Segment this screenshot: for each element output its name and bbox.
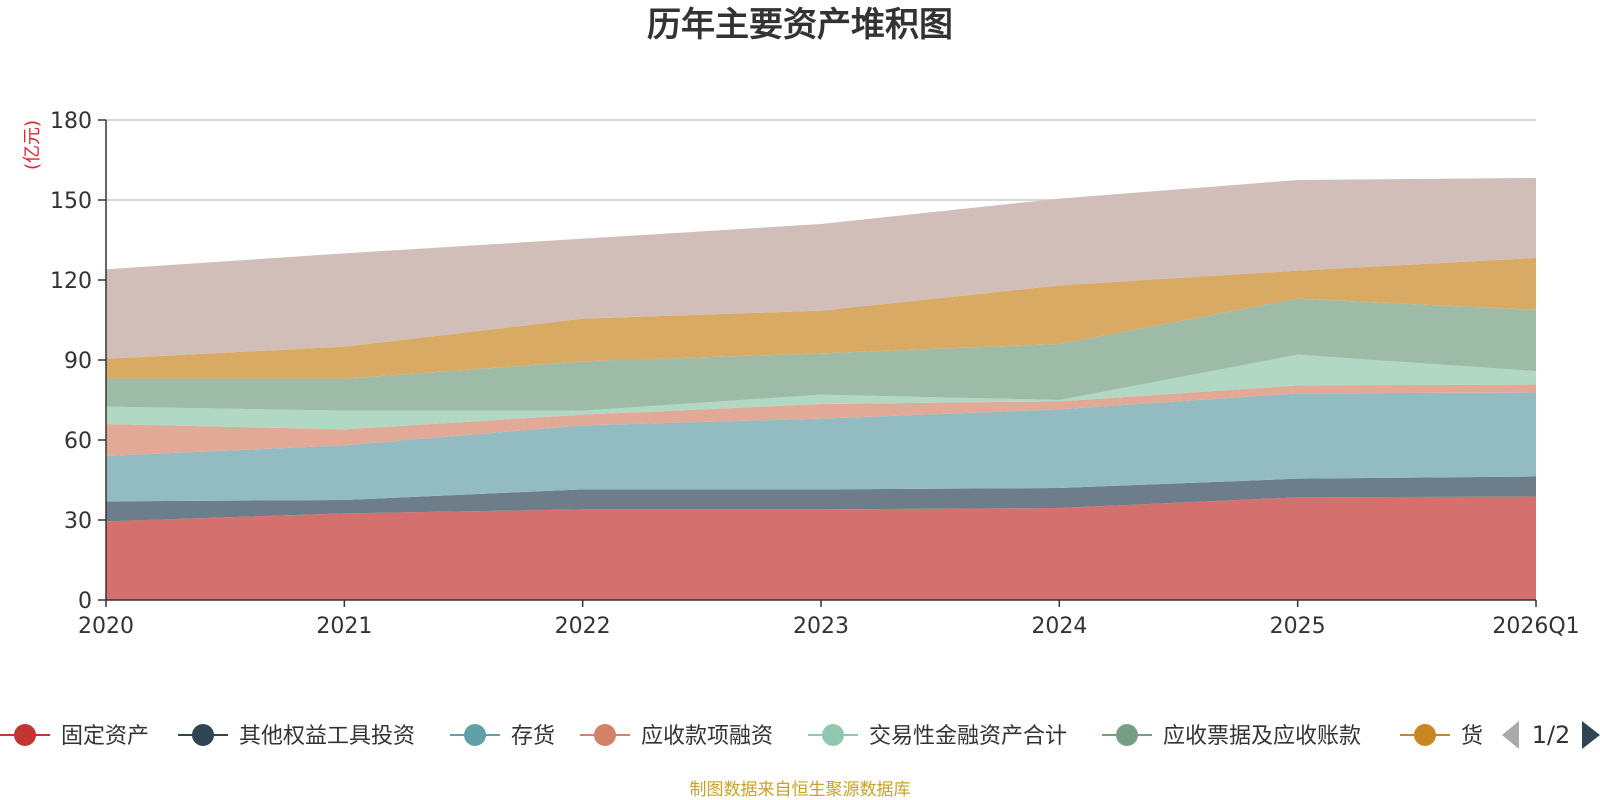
x-tick-label: 2021: [316, 614, 372, 639]
legend-label: 存货: [511, 724, 555, 749]
y-tick-label: 180: [50, 109, 92, 134]
legend-item-4[interactable]: 应收款项融资: [580, 724, 773, 749]
legend-label: 应收票据及应收账款: [1163, 724, 1361, 749]
legend-item-3[interactable]: 存货: [450, 724, 555, 749]
area-series-6[interactable]: [106, 298, 1536, 411]
y-tick-label: 30: [64, 509, 92, 534]
legend-label: 交易性金融资产合计: [869, 724, 1067, 749]
area-series-group: [106, 177, 1536, 600]
legend-label: 固定资产: [61, 724, 149, 749]
y-tick-label: 0: [78, 589, 92, 614]
axes: 0 30 60 90 120 150 180 2020 2021 2022 2023 2024 2025…: [50, 109, 1580, 639]
y-tick-label: 90: [64, 349, 92, 374]
legend-next-page-icon[interactable]: [1582, 721, 1600, 749]
legend-item-2[interactable]: 其他权益工具投资: [178, 724, 415, 749]
x-tick-label: 2022: [555, 614, 611, 639]
legend-label: 应收款项融资: [641, 724, 773, 749]
area-series-8[interactable]: [106, 177, 1536, 359]
legend-item-5[interactable]: 交易性金融资产合计: [808, 724, 1067, 749]
x-tick-label: 2020: [78, 614, 134, 639]
area-series-1[interactable]: [106, 496, 1536, 600]
area-series-4[interactable]: [106, 384, 1536, 456]
x-tick-label: 2026Q1: [1492, 614, 1579, 639]
legend-circle-marker: [822, 724, 844, 746]
y-tick-label: 150: [50, 189, 92, 214]
legend-item-1[interactable]: 固定资产: [0, 724, 149, 749]
chart-title: 历年主要资产堆积图: [647, 5, 953, 45]
x-tick-label: 2023: [793, 614, 849, 639]
legend-label: 其他权益工具投资: [239, 724, 415, 749]
area-series-7[interactable]: [106, 257, 1536, 379]
y-tick-label: 120: [50, 269, 92, 294]
legend: 固定资产 其他权益工具投资 存货 应收款项融资 交易性金融资产合计 应收票据及应收账款 货 1…: [0, 721, 1600, 749]
area-series-3[interactable]: [106, 392, 1536, 502]
area-series-2[interactable]: [106, 476, 1536, 522]
legend-item-7[interactable]: 货: [1400, 724, 1483, 749]
area-series-5[interactable]: [106, 354, 1536, 430]
legend-circle-marker: [464, 724, 486, 746]
data-source-note: 制图数据来自恒生聚源数据库: [690, 780, 911, 800]
x-tick-label: 2024: [1031, 614, 1087, 639]
legend-circle-marker: [594, 724, 616, 746]
legend-circle-marker: [192, 724, 214, 746]
legend-item-6[interactable]: 应收票据及应收账款: [1102, 724, 1361, 749]
legend-prev-page-icon[interactable]: [1502, 721, 1519, 749]
legend-circle-marker: [14, 724, 36, 746]
legend-circle-marker: [1116, 724, 1138, 746]
y-axis-unit-label: (亿元): [22, 120, 43, 170]
y-tick-label: 60: [64, 429, 92, 454]
legend-page-indicator: 1/2: [1532, 721, 1571, 749]
legend-circle-marker: [1414, 724, 1436, 746]
legend-label: 货: [1461, 724, 1483, 749]
x-tick-label: 2025: [1270, 614, 1326, 639]
